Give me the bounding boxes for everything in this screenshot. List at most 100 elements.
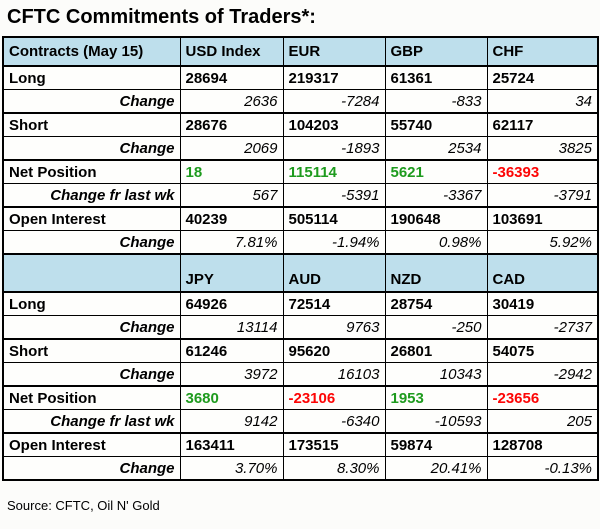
data-cell: 2636 [179, 89, 284, 114]
row-label-cell: Change [2, 89, 181, 114]
table-row: Open Interest 40239 505114 190648 103691 [2, 206, 599, 231]
data-cell: 10343 [384, 362, 488, 387]
table-row: Change 3972 16103 10343 -2942 [2, 362, 599, 387]
data-cell: 40239 [179, 206, 284, 231]
column-header-cell: CHF [486, 36, 599, 67]
data-cell: -36393 [486, 159, 599, 184]
section-header-row: JPY AUD NZD CAD [2, 253, 599, 293]
data-cell: -10593 [384, 409, 488, 434]
table-row: Short 28676 104203 55740 62117 [2, 112, 599, 137]
section-header-row: Contracts (May 15) USD Index EUR GBP CHF [2, 36, 599, 67]
data-cell: 8.30% [282, 456, 386, 481]
table-row: Change 7.81% -1.94% 0.98% 5.92% [2, 230, 599, 255]
data-cell: -23106 [282, 385, 386, 410]
data-cell: 9763 [282, 315, 386, 340]
row-label-cell: Open Interest [2, 432, 181, 457]
column-header-cell: GBP [384, 36, 488, 67]
table-row: Change fr last wk 567 -5391 -3367 -3791 [2, 183, 599, 208]
table-row: Long 28694 219317 61361 25724 [2, 65, 599, 90]
data-cell: 163411 [179, 432, 284, 457]
data-cell: -2737 [486, 315, 599, 340]
table-row: Net Position 18 115114 5621 -36393 [2, 159, 599, 184]
table-row: Short 61246 95620 26801 54075 [2, 338, 599, 363]
data-cell: 1953 [384, 385, 488, 410]
data-cell: 28694 [179, 65, 284, 90]
data-cell: 3680 [179, 385, 284, 410]
data-cell: 62117 [486, 112, 599, 137]
corner-header-cell: Contracts (May 15) [2, 36, 181, 67]
data-cell: 2069 [179, 136, 284, 161]
data-cell: 5621 [384, 159, 488, 184]
data-cell: 115114 [282, 159, 386, 184]
column-header-cell: NZD [384, 253, 488, 293]
data-cell: -2942 [486, 362, 599, 387]
data-cell: 26801 [384, 338, 488, 363]
data-cell: 18 [179, 159, 284, 184]
row-label-cell: Short [2, 338, 181, 363]
data-cell: 2534 [384, 136, 488, 161]
data-cell: 567 [179, 183, 284, 208]
data-cell: -250 [384, 315, 488, 340]
page-title: CFTC Commitments of Traders*: [7, 6, 316, 28]
column-header-cell: CAD [486, 253, 599, 293]
row-label-cell: Change [2, 362, 181, 387]
data-cell: 55740 [384, 112, 488, 137]
corner-header-cell [2, 253, 181, 293]
data-cell: 20.41% [384, 456, 488, 481]
data-cell: 72514 [282, 291, 386, 316]
table-row: Open Interest 163411 173515 59874 128708 [2, 432, 599, 457]
data-cell: 103691 [486, 206, 599, 231]
cot-table: Contracts (May 15) USD Index EUR GBP CHF Long… [2, 36, 599, 481]
table-row: Change fr last wk 9142 -6340 -10593 205 [2, 409, 599, 434]
row-label-cell: Change [2, 315, 181, 340]
source-note: Source: CFTC, Oil N' Gold [7, 498, 160, 513]
data-cell: 59874 [384, 432, 488, 457]
column-header-cell: EUR [282, 36, 386, 67]
data-cell: 7.81% [179, 230, 284, 255]
row-label-cell: Long [2, 291, 181, 316]
data-cell: 16103 [282, 362, 386, 387]
row-label-cell: Change [2, 136, 181, 161]
data-cell: 190648 [384, 206, 488, 231]
row-label-cell: Net Position [2, 159, 181, 184]
data-cell: 30419 [486, 291, 599, 316]
column-header-cell: AUD [282, 253, 386, 293]
data-cell: -1893 [282, 136, 386, 161]
data-cell: 95620 [282, 338, 386, 363]
row-label-cell: Open Interest [2, 206, 181, 231]
data-cell: 25724 [486, 65, 599, 90]
data-cell: 61361 [384, 65, 488, 90]
table-row: Change 2069 -1893 2534 3825 [2, 136, 599, 161]
data-cell: 3.70% [179, 456, 284, 481]
data-cell: 64926 [179, 291, 284, 316]
data-cell: -6340 [282, 409, 386, 434]
row-label-cell: Long [2, 65, 181, 90]
data-cell: -1.94% [282, 230, 386, 255]
data-cell: 128708 [486, 432, 599, 457]
row-label-cell: Change [2, 456, 181, 481]
table-row: Change 2636 -7284 -833 34 [2, 89, 599, 114]
data-cell: 205 [486, 409, 599, 434]
data-cell: 173515 [282, 432, 386, 457]
table-row: Change 3.70% 8.30% 20.41% -0.13% [2, 456, 599, 481]
data-cell: -0.13% [486, 456, 599, 481]
data-cell: 104203 [282, 112, 386, 137]
column-header-cell: JPY [179, 253, 284, 293]
data-cell: -7284 [282, 89, 386, 114]
data-cell: 28754 [384, 291, 488, 316]
row-label-cell: Change fr last wk [2, 183, 181, 208]
data-cell: -3791 [486, 183, 599, 208]
data-cell: 3825 [486, 136, 599, 161]
data-cell: -833 [384, 89, 488, 114]
column-header-cell: USD Index [179, 36, 284, 67]
table-row: Change 13114 9763 -250 -2737 [2, 315, 599, 340]
data-cell: 28676 [179, 112, 284, 137]
data-cell: 0.98% [384, 230, 488, 255]
data-cell: -5391 [282, 183, 386, 208]
data-cell: 13114 [179, 315, 284, 340]
data-cell: 9142 [179, 409, 284, 434]
row-label-cell: Net Position [2, 385, 181, 410]
data-cell: -3367 [384, 183, 488, 208]
table-row: Long 64926 72514 28754 30419 [2, 291, 599, 316]
data-cell: 5.92% [486, 230, 599, 255]
